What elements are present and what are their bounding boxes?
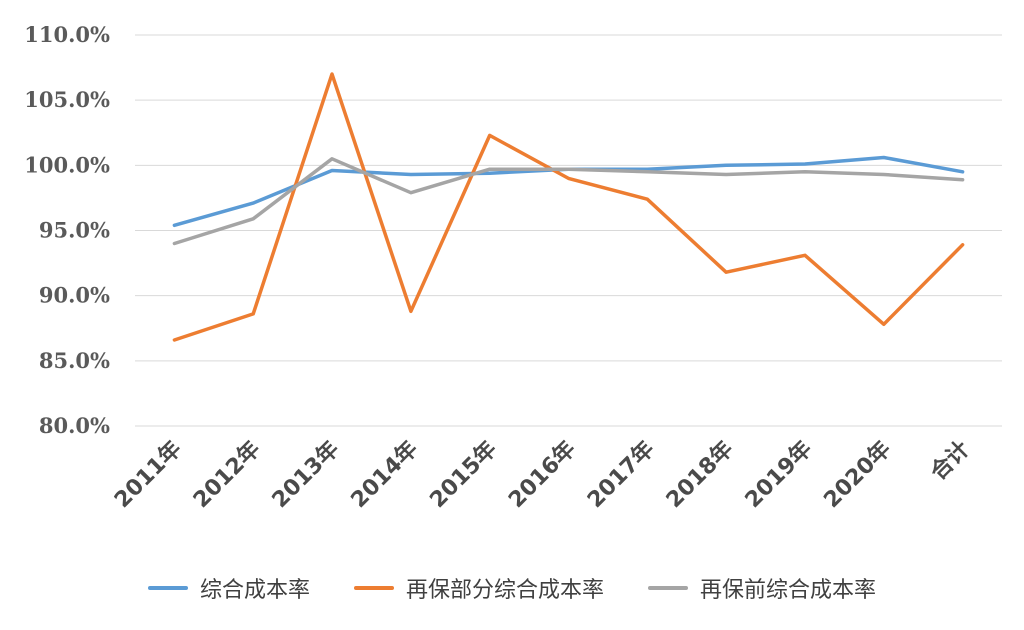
x-tick-label: 2016年 (504, 436, 581, 513)
y-axis-ticks: 80.0% 85.0% 90.0% 95.0% 100.0% 105.0% 110.0% (24, 22, 110, 438)
legend-swatch-1 (147, 586, 188, 590)
x-tick-label: 2015年 (425, 436, 502, 513)
legend-label-2: 再保部分综合成本率 (405, 578, 604, 603)
y-tick-label: 95.0% (39, 218, 110, 243)
gridlines (135, 34, 1002, 427)
legend-label-3: 再保前综合成本率 (700, 578, 877, 603)
x-tick-label: 2018年 (661, 436, 738, 513)
y-tick-label: 100.0% (24, 152, 110, 177)
x-tick-label: 2012年 (188, 436, 265, 513)
line-chart: 80.0% 85.0% 90.0% 95.0% 100.0% 105.0% 110.0% 2… (24, 22, 1002, 513)
legend-swatch-2 (353, 586, 394, 590)
legend: 综合成本率 再保部分综合成本率 再保前综合成本率 (0, 568, 1024, 608)
y-tick-label: 105.0% (24, 87, 110, 112)
y-tick-label: 80.0% (39, 413, 110, 438)
legend-label-1: 综合成本率 (199, 578, 310, 603)
series-line-2 (172, 72, 965, 342)
x-tick-label: 合计 (925, 436, 975, 486)
legend-swatch-3 (648, 586, 688, 590)
legend-item-series-3: 再保前综合成本率 (648, 572, 876, 604)
x-tick-label: 2019年 (740, 436, 817, 513)
series-line-3 (172, 157, 965, 246)
x-axis-ticks: 2011年 2012年 2013年 2014年 2015年 2016年 2017年 2018年… (109, 436, 974, 513)
y-tick-label: 90.0% (39, 283, 110, 308)
x-tick-label: 2013年 (267, 436, 344, 513)
y-tick-label: 110.0% (24, 22, 110, 47)
legend-item-series-2: 再保部分综合成本率 (353, 572, 604, 604)
legend-item-series-1: 综合成本率 (147, 572, 310, 604)
series-lines (172, 72, 965, 342)
x-tick-label: 2014年 (346, 436, 423, 513)
x-tick-label: 2020年 (819, 436, 896, 513)
y-tick-label: 85.0% (39, 348, 110, 373)
x-tick-label: 2011年 (109, 436, 186, 513)
x-tick-label: 2017年 (582, 436, 659, 513)
